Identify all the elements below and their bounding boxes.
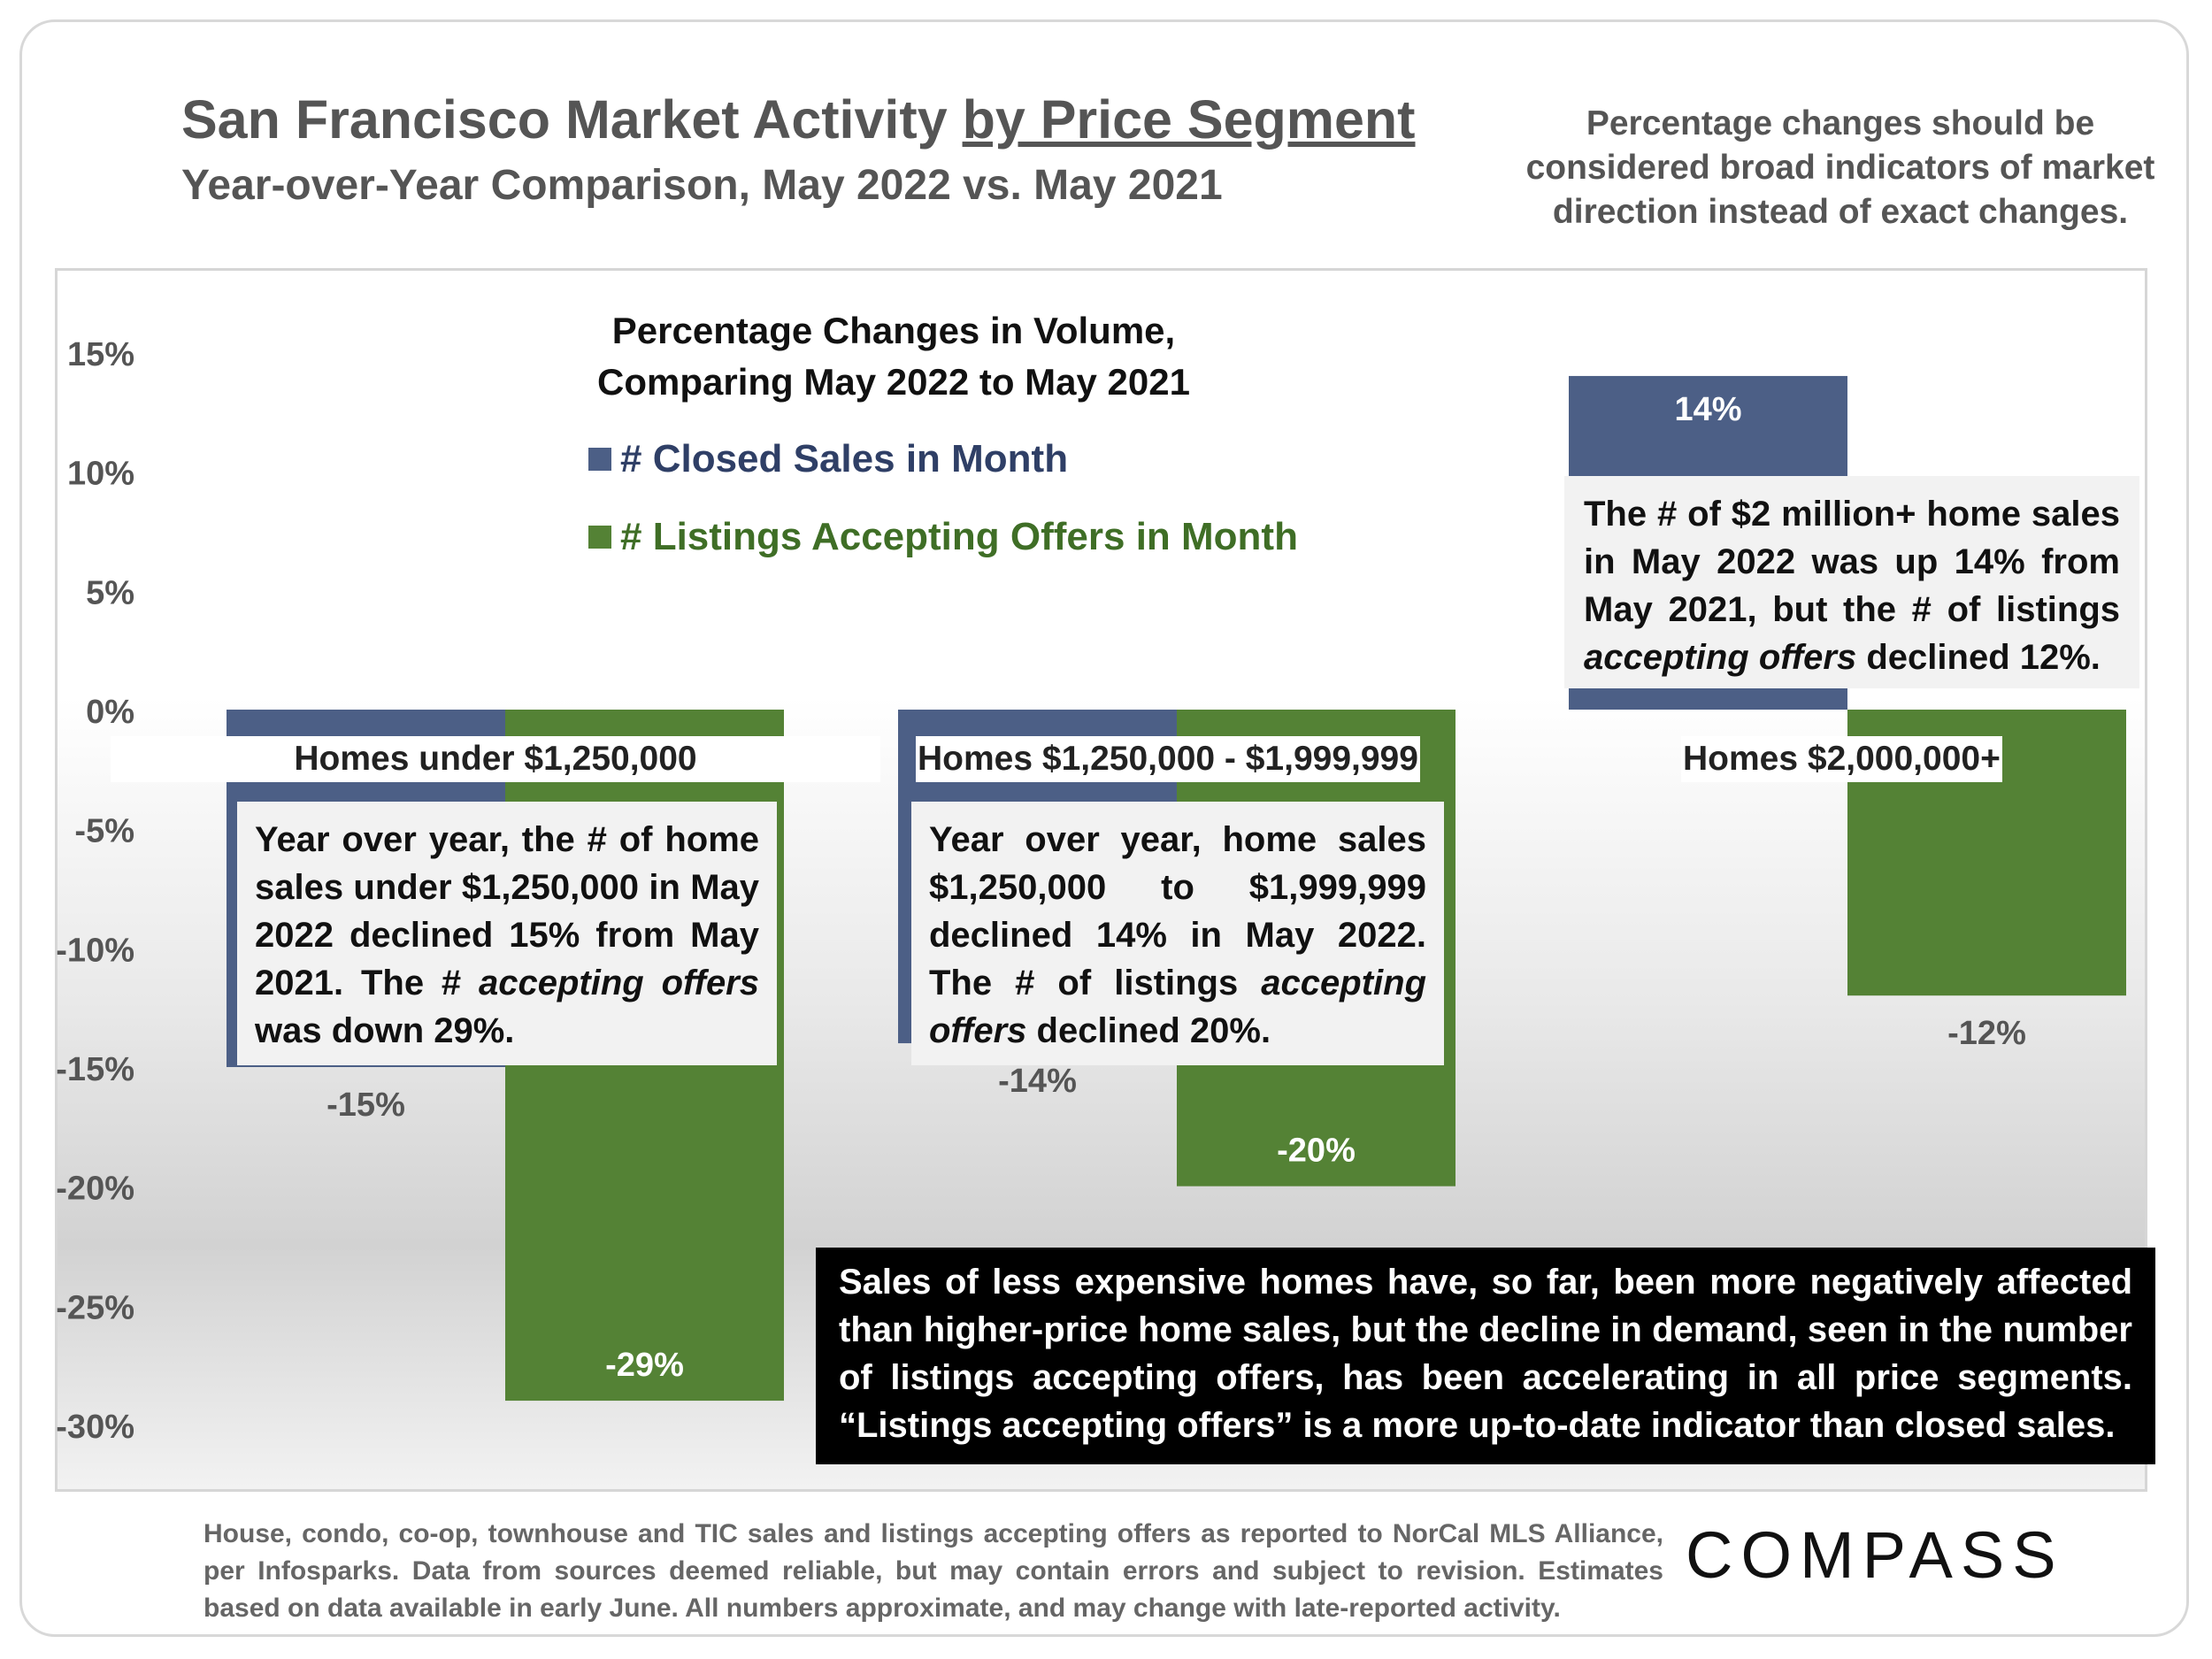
y-tick-label: -10%	[56, 932, 134, 969]
y-tick-label: -5%	[74, 813, 134, 850]
legend-swatch-closed-sales	[588, 448, 611, 471]
annotation-1250k-2m: Year over year, home sales $1,250,000 to…	[911, 802, 1444, 1065]
legend-closed-sales: # Closed Sales in Month	[588, 437, 1068, 481]
page-subtitle: Year-over-Year Comparison, May 2022 vs. …	[181, 162, 1223, 209]
summary-callout: Sales of less expensive homes have, so f…	[816, 1248, 2155, 1464]
chart-title: Percentage Changes in Volume, Comparing …	[597, 310, 1190, 403]
title-emphasis: by Price Segment	[962, 89, 1416, 150]
source-footnote: House, condo, co-op, townhouse and TIC s…	[204, 1519, 1663, 1623]
y-tick-label: 0%	[86, 694, 134, 731]
y-tick-label: -15%	[56, 1051, 134, 1088]
data-label: -20%	[1277, 1133, 1356, 1170]
legend-swatch-listings	[588, 526, 611, 549]
annotation-under-1250k: Year over year, the # of home sales unde…	[237, 802, 777, 1065]
data-label: -14%	[998, 1063, 1077, 1100]
data-label: -15%	[326, 1087, 405, 1124]
compass-logo: COMPASS	[1686, 1518, 2064, 1592]
y-tick-label: 15%	[67, 336, 134, 373]
y-tick-label: 10%	[67, 456, 134, 493]
y-tick-label: -30%	[56, 1409, 134, 1446]
disclaimer-note: Percentage changes should be considered …	[1525, 104, 2155, 231]
data-label: 14%	[1674, 391, 1741, 428]
y-tick-label: 5%	[86, 574, 134, 611]
y-tick-label: -25%	[56, 1289, 134, 1326]
category-label-under-1250k: Homes under $1,250,000	[111, 736, 880, 782]
page-title: San Francisco Market Activity by Price S…	[181, 89, 1416, 150]
legend-listings-accepting: # Listings Accepting Offers in Month	[588, 515, 1298, 559]
category-label-2m-plus: Homes $2,000,000+	[1681, 736, 2002, 782]
data-label: -12%	[1947, 1015, 2026, 1052]
annotation-2m-plus: The # of $2 million+ home sales in May 2…	[1564, 476, 2139, 688]
category-label-1250k-2m: Homes $1,250,000 - $1,999,999	[916, 736, 1420, 782]
y-tick-label: -20%	[56, 1171, 134, 1208]
data-label: -29%	[605, 1347, 684, 1384]
